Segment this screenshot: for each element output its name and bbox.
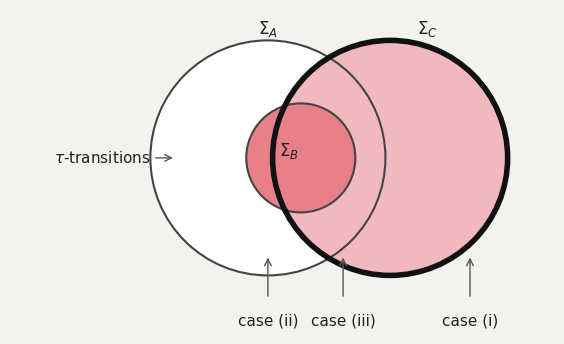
Circle shape xyxy=(246,103,355,213)
Text: $\Sigma_C$: $\Sigma_C$ xyxy=(417,19,438,39)
Text: case (iii): case (iii) xyxy=(311,313,376,328)
Text: $\Sigma_B$: $\Sigma_B$ xyxy=(279,141,298,161)
Text: $\Sigma_A$: $\Sigma_A$ xyxy=(258,19,278,39)
Circle shape xyxy=(151,40,385,276)
Text: case (ii): case (ii) xyxy=(237,313,298,328)
Circle shape xyxy=(272,40,508,276)
Text: case (i): case (i) xyxy=(442,313,498,328)
Text: $\tau$-transitions: $\tau$-transitions xyxy=(54,150,171,166)
